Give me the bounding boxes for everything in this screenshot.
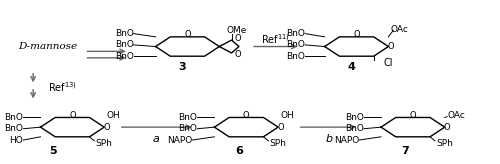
Text: 5: 5 <box>49 146 56 156</box>
Text: OAc: OAc <box>447 111 465 120</box>
Text: 7: 7 <box>402 146 409 156</box>
Text: BnO: BnO <box>286 52 305 61</box>
Text: SPh: SPh <box>436 139 453 148</box>
Text: Ref$^{13)}$: Ref$^{13)}$ <box>48 80 77 94</box>
Text: Cl: Cl <box>384 58 393 68</box>
Text: BnO: BnO <box>4 113 24 122</box>
Text: 3: 3 <box>179 62 186 72</box>
Text: SPh: SPh <box>270 139 286 148</box>
Text: OMe: OMe <box>226 26 247 35</box>
Text: BnO: BnO <box>114 29 134 38</box>
Text: D-mannose: D-mannose <box>18 42 78 51</box>
Text: 4: 4 <box>348 62 356 72</box>
Text: BnO: BnO <box>114 52 134 61</box>
Text: a: a <box>152 134 159 144</box>
Text: NAPO: NAPO <box>167 135 192 144</box>
Text: OAc: OAc <box>391 25 408 34</box>
Text: SPh: SPh <box>96 139 112 148</box>
Text: O: O <box>353 30 360 39</box>
Text: O: O <box>388 42 394 51</box>
Text: BnO: BnO <box>4 124 24 133</box>
Text: BnO: BnO <box>178 124 198 133</box>
Text: O: O <box>278 123 284 132</box>
Text: O: O <box>104 123 110 132</box>
Text: OH: OH <box>106 111 120 120</box>
Text: O: O <box>243 111 250 120</box>
Text: BnO: BnO <box>345 124 364 133</box>
Text: O: O <box>444 123 450 132</box>
Text: BnO: BnO <box>178 113 198 122</box>
Text: BnO: BnO <box>114 40 134 49</box>
Text: NAPO: NAPO <box>334 135 359 144</box>
Text: OH: OH <box>280 111 294 120</box>
Text: 6: 6 <box>235 146 243 156</box>
Text: O: O <box>69 111 75 120</box>
Text: O: O <box>234 34 242 43</box>
Text: BnO: BnO <box>286 40 305 49</box>
Text: Ref$^{11)}$: Ref$^{11)}$ <box>261 32 290 46</box>
Text: BnO: BnO <box>345 113 364 122</box>
Text: O: O <box>184 30 191 39</box>
Text: HO: HO <box>10 135 24 144</box>
Text: BnO: BnO <box>286 29 305 38</box>
Text: b: b <box>326 134 333 144</box>
Text: O: O <box>410 111 416 120</box>
Text: O: O <box>234 50 242 59</box>
